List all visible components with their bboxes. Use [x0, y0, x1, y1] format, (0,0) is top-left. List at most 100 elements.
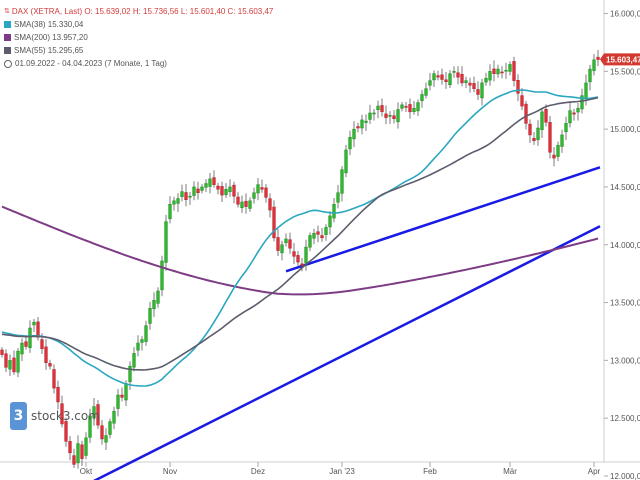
- candle-down: [460, 74, 464, 84]
- candle-down: [60, 403, 64, 425]
- sma38-swatch: [4, 21, 11, 28]
- x-tick-label: Okt: [80, 467, 93, 476]
- x-tick-label: Mär: [503, 467, 517, 476]
- candle-up: [560, 134, 564, 147]
- candle-up: [84, 437, 88, 456]
- candle-up: [188, 195, 192, 198]
- candle-down: [4, 353, 8, 368]
- candle-up: [20, 342, 24, 355]
- legend-sma55[interactable]: SMA(55) 15.295,65: [14, 46, 84, 55]
- candle-down: [476, 89, 480, 95]
- candle-up: [348, 137, 352, 150]
- candle-up: [168, 204, 172, 220]
- candle-up: [540, 111, 544, 130]
- candle-up: [148, 308, 152, 324]
- candle-down: [40, 339, 44, 350]
- y-tick-label: 14.000,00: [610, 241, 640, 250]
- candle-up: [576, 108, 580, 113]
- candle-up: [448, 73, 452, 86]
- candle-up: [112, 410, 116, 424]
- candle-up: [328, 215, 332, 228]
- candle-up: [580, 95, 584, 110]
- candle-up: [400, 104, 404, 109]
- candle-down: [216, 185, 220, 190]
- candle-down: [72, 455, 76, 465]
- candle-down: [44, 346, 48, 363]
- candle-down: [316, 231, 320, 235]
- candle-up: [16, 350, 20, 373]
- candle-up: [280, 244, 284, 254]
- candle-up: [200, 186, 204, 191]
- candle-down: [572, 112, 576, 115]
- candle-up: [108, 421, 112, 435]
- y-axis-panel: [604, 0, 640, 480]
- candle-down: [196, 188, 200, 193]
- candle-down: [544, 109, 548, 123]
- last-price-badge: [600, 53, 640, 66]
- candle-up: [312, 232, 316, 239]
- candle-up: [388, 115, 392, 117]
- candle-up: [204, 183, 208, 188]
- candle-up: [368, 112, 372, 120]
- candle-up: [416, 102, 420, 112]
- candle-down: [436, 75, 440, 78]
- y-tick-label: 14.500,00: [610, 183, 640, 192]
- candle-up: [420, 94, 424, 102]
- candle-down: [184, 192, 188, 200]
- candle-up: [488, 71, 492, 81]
- candle-up: [136, 342, 140, 351]
- candle-down: [288, 239, 292, 249]
- candle-down: [96, 404, 100, 426]
- y-tick-label: 13.000,00: [610, 356, 640, 365]
- candle-down: [48, 363, 52, 367]
- candle-up: [352, 128, 356, 140]
- candle-up: [496, 68, 500, 75]
- candle-up: [240, 201, 244, 209]
- candle-up: [324, 227, 328, 235]
- candle-up: [88, 415, 92, 438]
- sma55-line: [1, 96, 599, 371]
- candle-up: [508, 64, 512, 72]
- candle-up: [284, 238, 288, 244]
- candle-up: [340, 169, 344, 194]
- candle-up: [132, 353, 136, 368]
- candle-down: [56, 386, 60, 403]
- candle-down: [296, 255, 300, 263]
- candle-up: [332, 204, 336, 219]
- chart-legend: ⇅ DAX (XETRA, Last) O: 15.639,02 H: 15.7…: [4, 5, 273, 70]
- candle-up: [180, 191, 184, 198]
- candle-up: [8, 360, 12, 370]
- candle-up: [428, 80, 432, 86]
- candle-up: [480, 82, 484, 99]
- candle-down: [500, 71, 504, 74]
- candle-down: [300, 263, 304, 266]
- candle-down: [232, 184, 236, 197]
- candle-down: [380, 105, 384, 113]
- candle-up: [484, 78, 488, 83]
- watermark: 3 stock3.com: [10, 402, 100, 430]
- candle-up: [584, 82, 588, 100]
- candle-up: [364, 120, 368, 123]
- candle-down: [444, 79, 448, 83]
- candle-up: [76, 443, 80, 464]
- candle-up: [252, 192, 256, 199]
- candle-up: [124, 383, 128, 401]
- x-tick-label: Dez: [251, 467, 265, 476]
- candle-up: [372, 112, 376, 115]
- candle-up: [504, 69, 508, 72]
- candle-down: [440, 74, 444, 80]
- legend-sma38[interactable]: SMA(38) 15.330,04: [14, 20, 84, 29]
- y-tick-label: 12.000,00: [610, 472, 640, 480]
- candle-up: [304, 246, 308, 264]
- candle-down: [528, 123, 532, 136]
- candle-up: [412, 108, 416, 112]
- x-tick-label: Apr: [588, 467, 601, 476]
- upper-trend-line: [285, 166, 601, 273]
- legend-sma200[interactable]: SMA(200) 13.957,20: [14, 33, 88, 42]
- x-tick-label: Nov: [163, 467, 177, 476]
- candle-up: [164, 221, 168, 263]
- candle-down: [512, 61, 516, 81]
- lower-trend-line: [93, 225, 601, 480]
- candle-up: [536, 127, 540, 141]
- candle-down: [272, 206, 276, 239]
